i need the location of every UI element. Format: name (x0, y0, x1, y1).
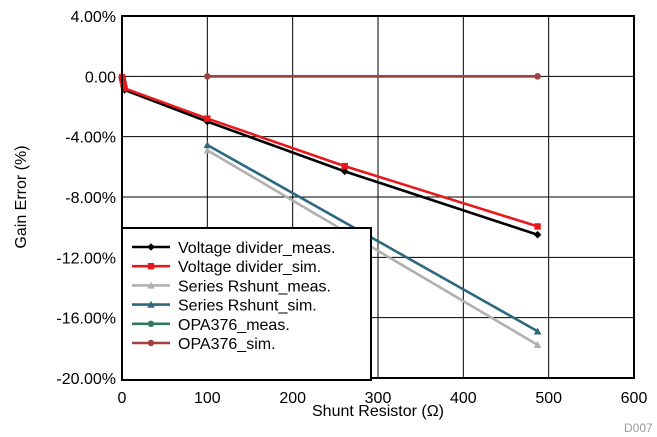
data-point (121, 85, 128, 92)
y-tick-label: -20.00% (56, 371, 116, 388)
x-axis-label: Shunt Resistor (Ω) (312, 403, 444, 420)
legend-item: Voltage divider_sim. (132, 259, 321, 276)
series-2 (203, 146, 542, 349)
y-axis-label: Gain Error (%) (13, 145, 30, 248)
y-tick-labels: 4.00% 0.00 -4.00% -8.00% -12.00% -16.00% -20.0… (56, 9, 116, 388)
data-point (341, 162, 348, 170)
legend-swatch-marker (147, 281, 155, 289)
series-5 (204, 73, 541, 80)
x-tick-label: 200 (279, 390, 306, 407)
series-1 (118, 73, 541, 230)
y-tick-label: -8.00% (65, 190, 116, 207)
series-line-2 (206, 149, 539, 346)
data-point (534, 73, 541, 80)
data-point (203, 146, 212, 154)
legend-label: Series Rshunt_sim. (178, 298, 317, 315)
legend-label: OPA376_sim. (178, 336, 276, 353)
legend: Voltage divider_meas. Voltage divider_sim… (121, 227, 372, 381)
legend-item: Voltage divider_meas. (132, 240, 335, 257)
legend-label: Voltage divider_sim. (178, 259, 321, 276)
series-3 (203, 141, 542, 335)
legend-swatch-marker (147, 339, 155, 347)
x-tick-label: 300 (365, 390, 392, 407)
data-point (120, 81, 127, 88)
x-tick-label: 500 (535, 390, 562, 407)
legend-label: OPA376_meas. (178, 317, 290, 334)
data-point (204, 115, 211, 122)
corner-label: D007 (624, 421, 653, 435)
data-point (533, 327, 542, 335)
series-line-0 (120, 76, 538, 236)
data-point (340, 167, 349, 176)
data-point (204, 73, 211, 80)
legend-item: OPA376_sim. (132, 336, 276, 353)
y-tick-label: 0.00 (85, 69, 116, 86)
legend-swatch-marker (147, 263, 155, 270)
x-tick-label: 100 (194, 390, 221, 407)
legend-swatch-marker (147, 320, 155, 327)
data-point (533, 341, 542, 349)
plot-frame (121, 15, 635, 379)
series-line-1 (120, 76, 538, 228)
y-tick-label: -16.00% (56, 311, 116, 328)
x-tick-label: 0 (118, 390, 127, 407)
data-point (534, 223, 541, 230)
y-tick-label: 4.00% (71, 9, 116, 26)
x-tick-label: 600 (621, 390, 648, 407)
y-tick-label: -4.00% (65, 130, 116, 147)
legend-item: Series Rshunt_meas. (132, 278, 331, 295)
y-tick-label: -12.00% (56, 250, 116, 267)
series-line-3 (206, 143, 539, 333)
legend-swatch-marker (147, 243, 155, 251)
x-tick-label: 400 (450, 390, 477, 407)
legend-swatch-marker (147, 300, 155, 308)
legend-label: Series Rshunt_meas. (178, 278, 331, 295)
legend-item: Series Rshunt_sim. (132, 298, 317, 315)
legend-label: Voltage divider_meas. (178, 240, 335, 257)
data-point (533, 230, 542, 239)
data-point (203, 141, 212, 149)
legend-item: OPA376_meas. (132, 317, 290, 334)
x-tick-labels: 0 100 200 300 400 500 600 (118, 390, 648, 407)
legend-items: Voltage divider_meas. Voltage divider_sim… (132, 240, 335, 353)
